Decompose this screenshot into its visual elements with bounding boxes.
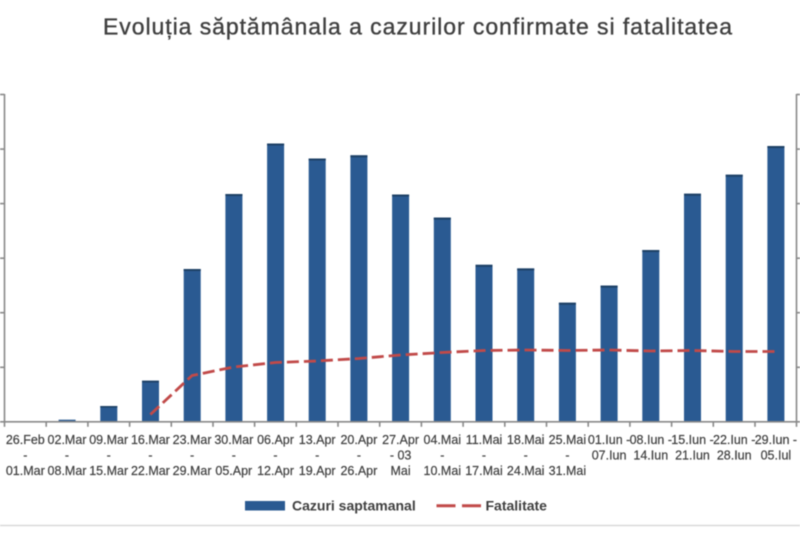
svg-text:-: - [190,449,194,463]
svg-text:14.Iun: 14.Iun [633,449,668,463]
svg-text:08.Mar: 08.Mar [48,464,87,478]
svg-text:Cazuri saptamanal: Cazuri saptamanal [292,498,416,514]
svg-text:31.Mai: 31.Mai [549,464,587,478]
svg-text:15.Iun -: 15.Iun - [671,433,713,447]
svg-text:06.Apr: 06.Apr [257,433,294,447]
svg-text:22.Mar: 22.Mar [131,464,170,478]
svg-text:08.Iun -: 08.Iun - [630,433,672,447]
svg-text:-: - [23,449,27,463]
svg-text:23.Mar: 23.Mar [173,433,212,447]
svg-text:22.Iun -: 22.Iun - [713,433,755,447]
svg-text:10.Mai: 10.Mai [424,464,462,478]
svg-text:02.Mar: 02.Mar [48,433,87,447]
svg-text:01.Iun -: 01.Iun - [588,433,630,447]
svg-text:19.Apr: 19.Apr [299,464,336,478]
svg-text:29.Mar: 29.Mar [173,464,212,478]
svg-text:16.Mar: 16.Mar [131,433,170,447]
svg-text:-: - [65,449,69,463]
svg-text:-: - [524,449,528,463]
svg-text:01.Mar: 01.Mar [6,464,45,478]
svg-text:20.Apr: 20.Apr [340,433,377,447]
svg-text:Mai: Mai [391,464,411,478]
svg-text:Evoluția săptămânala a cazuril: Evoluția săptămânala a cazurilor confirm… [103,14,732,40]
svg-text:07.Iun: 07.Iun [592,449,627,463]
svg-text:13.Apr: 13.Apr [299,433,336,447]
svg-text:-: - [232,449,236,463]
svg-text:25.Mai: 25.Mai [549,433,587,447]
svg-text:09.Mar: 09.Mar [89,433,128,447]
svg-text:05.Apr: 05.Apr [215,464,252,478]
svg-text:Fatalitate: Fatalitate [486,498,548,514]
svg-text:24.Mai: 24.Mai [507,464,545,478]
svg-text:30.Mar: 30.Mar [214,433,253,447]
svg-text:- 03: - 03 [390,449,412,463]
svg-text:-: - [357,449,361,463]
svg-text:21.Iun: 21.Iun [675,449,710,463]
svg-text:27.Apr: 27.Apr [382,433,419,447]
svg-text:18.Mai: 18.Mai [507,433,545,447]
svg-text:26.Apr: 26.Apr [340,464,377,478]
svg-text:15.Mar: 15.Mar [89,464,128,478]
svg-text:-: - [565,449,569,463]
svg-text:-: - [440,449,444,463]
svg-text:26.Feb: 26.Feb [6,433,45,447]
svg-text:12.Apr: 12.Apr [257,464,294,478]
svg-text:-: - [315,449,319,463]
svg-text:-: - [273,449,277,463]
svg-text:17.Mai: 17.Mai [465,464,503,478]
svg-text:-: - [482,449,486,463]
svg-text:29.Iun -: 29.Iun - [755,433,797,447]
svg-text:04.Mai: 04.Mai [424,433,462,447]
svg-text:28.Iun: 28.Iun [717,449,752,463]
svg-text:-: - [107,449,111,463]
svg-text:-: - [148,449,152,463]
svg-text:05.Iul: 05.Iul [761,449,792,463]
svg-text:11.Mai: 11.Mai [466,433,503,447]
